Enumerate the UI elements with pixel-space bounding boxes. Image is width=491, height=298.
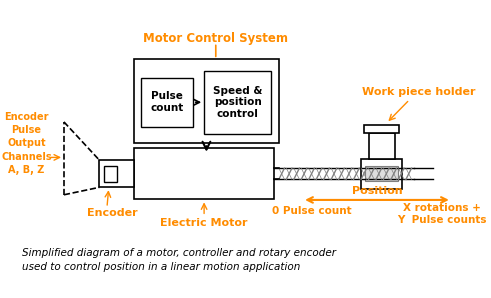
Text: Encoder: Encoder	[87, 209, 137, 218]
Text: Pulse
count: Pulse count	[151, 91, 184, 113]
FancyBboxPatch shape	[369, 133, 395, 159]
Text: X rotations +
Y  Pulse counts: X rotations + Y Pulse counts	[398, 203, 487, 225]
Text: Simplified diagram of a motor, controller and rotary encoder
used to control pos: Simplified diagram of a motor, controlle…	[22, 248, 336, 272]
FancyBboxPatch shape	[364, 125, 399, 133]
Text: 0 Pulse count: 0 Pulse count	[272, 206, 352, 216]
FancyBboxPatch shape	[104, 166, 117, 182]
Text: Position: Position	[352, 186, 402, 195]
Text: Speed &
position
control: Speed & position control	[213, 86, 262, 119]
FancyBboxPatch shape	[134, 59, 279, 143]
Text: Electric Motor: Electric Motor	[161, 218, 248, 228]
FancyBboxPatch shape	[100, 160, 134, 187]
FancyBboxPatch shape	[141, 78, 193, 127]
FancyBboxPatch shape	[204, 71, 272, 134]
FancyBboxPatch shape	[365, 166, 399, 181]
Text: Motor Control System: Motor Control System	[143, 32, 288, 45]
Text: Encoder
Pulse
Output
Channels
A, B, Z: Encoder Pulse Output Channels A, B, Z	[1, 112, 52, 175]
Text: Work piece holder: Work piece holder	[362, 87, 476, 97]
FancyBboxPatch shape	[361, 159, 402, 189]
FancyBboxPatch shape	[134, 148, 274, 199]
